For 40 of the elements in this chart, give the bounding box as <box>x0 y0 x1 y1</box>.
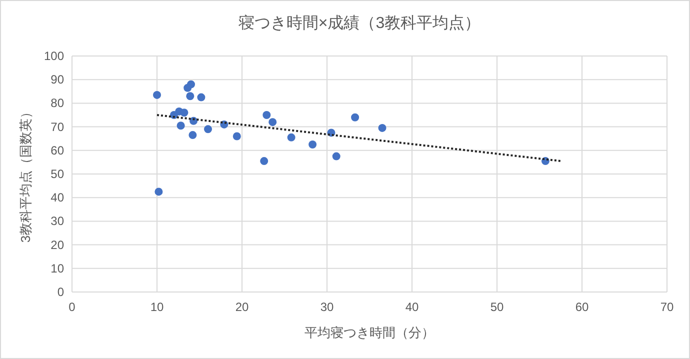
y-tick-label: 10 <box>50 261 64 276</box>
y-tick-label: 20 <box>50 238 64 252</box>
point <box>188 131 197 140</box>
point <box>180 108 188 117</box>
x-axis-title: 平均寝つき時間（分） <box>304 325 434 340</box>
point <box>197 93 206 102</box>
y-tick-label: 40 <box>50 190 64 205</box>
y-tick-label: 0 <box>57 285 64 299</box>
point <box>351 113 360 122</box>
point <box>287 133 296 142</box>
y-tick-label: 80 <box>50 96 64 110</box>
y-tick-label: 90 <box>50 72 64 87</box>
point <box>232 132 241 140</box>
point <box>187 80 195 88</box>
x-tick-label: 10 <box>150 300 164 314</box>
x-tick-label: 60 <box>575 300 589 314</box>
y-axis-title: 3教科平均点（国数英） <box>18 105 33 243</box>
x-tick-label: 70 <box>660 300 674 314</box>
point <box>332 152 340 160</box>
point <box>268 118 277 126</box>
y-tick-label: 100 <box>44 49 64 63</box>
point <box>154 188 163 196</box>
x-tick-label: 40 <box>405 300 419 314</box>
point <box>186 92 194 100</box>
x-tick-label: 50 <box>490 300 504 314</box>
chart-title: 寝つき時間×成績（3教科平均点） <box>238 14 481 32</box>
y-tick-label: 70 <box>50 120 64 134</box>
y-tick-label: 50 <box>50 167 64 181</box>
point <box>260 157 268 166</box>
point <box>176 122 185 130</box>
y-tick-label: 60 <box>50 143 64 158</box>
y-tick-label: 30 <box>50 214 64 228</box>
point <box>262 111 271 119</box>
point <box>153 90 161 99</box>
point <box>378 124 386 132</box>
point <box>308 140 317 148</box>
x-tick-label: 20 <box>235 300 249 314</box>
point <box>204 125 212 134</box>
x-tick-label: 30 <box>320 300 334 314</box>
x-tick-label: 0 <box>68 300 76 314</box>
